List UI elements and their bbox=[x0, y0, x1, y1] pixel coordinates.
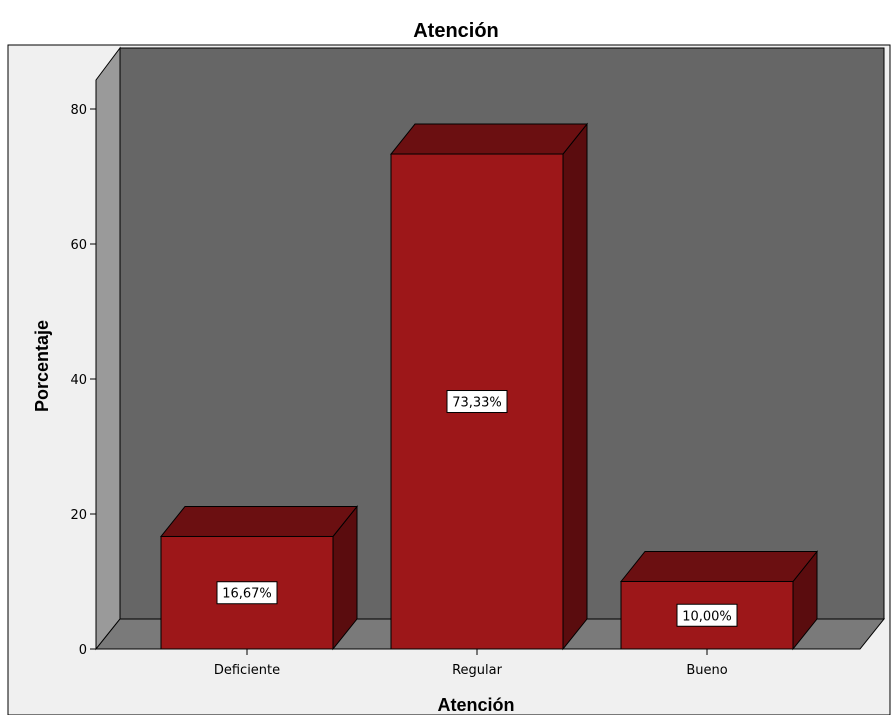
data-label-box bbox=[676, 603, 738, 627]
bar-top bbox=[159, 505, 359, 537]
side-wall bbox=[95, 46, 121, 651]
y-tick-label: 0 bbox=[79, 643, 87, 658]
bar-regular: 73,33% bbox=[389, 122, 589, 651]
data-label: 10,00% bbox=[682, 609, 732, 624]
bars: 16,67% 73,33% 10,00% bbox=[159, 122, 819, 651]
bar-top bbox=[389, 123, 589, 155]
data-label: 16,67% bbox=[222, 587, 272, 602]
y-tick-label: 60 bbox=[70, 238, 87, 253]
y-tick-label: 40 bbox=[70, 373, 87, 388]
bar-deficiente: 16,67% bbox=[159, 505, 359, 651]
y-axis-title: Porcentaje bbox=[32, 320, 52, 412]
y-tick-label: 20 bbox=[70, 508, 87, 523]
y-axis: 0 20 40 60 80 bbox=[70, 80, 97, 658]
bar-bueno: 10,00% bbox=[619, 550, 819, 651]
x-tick-label: Regular bbox=[452, 663, 503, 678]
x-tick-label: Bueno bbox=[686, 663, 727, 678]
bar-top bbox=[619, 551, 819, 582]
data-label: 73,33% bbox=[452, 396, 502, 411]
chart-title: Atención bbox=[413, 20, 499, 42]
x-tick-label: Deficiente bbox=[214, 663, 280, 678]
bar-side bbox=[562, 122, 588, 651]
x-axis-title: Atención bbox=[437, 695, 514, 715]
y-tick-label: 80 bbox=[70, 103, 87, 118]
data-label-box bbox=[216, 581, 278, 605]
data-label-box bbox=[446, 390, 508, 414]
category-labels: Deficiente Regular Bueno bbox=[214, 649, 728, 678]
